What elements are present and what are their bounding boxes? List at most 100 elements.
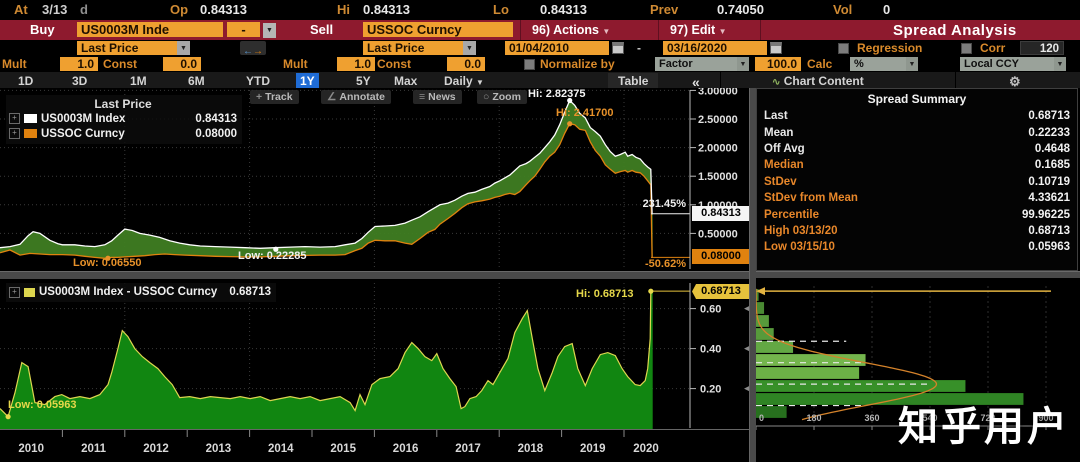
series-value: 0.68713 xyxy=(229,286,271,298)
panel-splitter[interactable] xyxy=(749,88,756,462)
actions-menu[interactable]: 96) Actions ▼ xyxy=(532,23,611,37)
buy-price-type-field[interactable]: Last Price xyxy=(77,41,177,55)
chart-tool-annotate[interactable]: ∠ Annotate xyxy=(321,90,391,104)
calc-unit-dropdown[interactable]: ▼ xyxy=(906,57,918,71)
x-axis-year-label: 2018 xyxy=(518,443,544,455)
y-axis-label: 0.40 xyxy=(700,344,721,356)
chart-tool-label: Annotate xyxy=(339,91,385,103)
axis-arrow-icon xyxy=(744,345,750,352)
sell-price-type-dropdown[interactable]: ▼ xyxy=(463,41,476,55)
zoom-icon: ○ xyxy=(483,91,490,103)
legend-title: Last Price xyxy=(94,97,152,111)
chart-tool-news[interactable]: ≡ News xyxy=(413,90,462,104)
tab-ytd[interactable]: YTD xyxy=(246,74,270,88)
const-label-1: Const xyxy=(103,57,137,71)
const-field-1[interactable]: 0.0 xyxy=(163,57,201,71)
date-from-field[interactable]: 01/04/2010 xyxy=(505,41,609,55)
last-value-box-us0003m: 0.84313 xyxy=(692,206,750,221)
histogram-bar xyxy=(756,328,774,340)
factor-controls-row: Mult 1.0 Const 0.0 Mult 1.0 Const 0.0 No… xyxy=(0,56,1080,72)
tab-max[interactable]: Max xyxy=(394,74,418,88)
summary-value: 0.4648 xyxy=(1034,142,1070,155)
annotate-icon: ∠ xyxy=(327,91,337,103)
gear-icon[interactable]: ⚙ xyxy=(1009,74,1021,89)
y-axis-label: 0.20 xyxy=(700,384,721,396)
chart-tool-zoom[interactable]: ○ Zoom xyxy=(477,90,527,104)
calendar-icon[interactable] xyxy=(612,42,624,54)
low-annotation-spread: Low: 0.05963 xyxy=(8,399,77,411)
corr-checkbox[interactable] xyxy=(961,43,972,54)
tab-1m[interactable]: 1M xyxy=(130,74,147,88)
normalize-factor-dropdown[interactable]: ▼ xyxy=(737,57,749,71)
summary-label: Median xyxy=(764,159,804,172)
series-value: 0.08000 xyxy=(195,127,237,140)
regression-checkbox[interactable] xyxy=(838,43,849,54)
buy-price-type-dropdown[interactable]: ▼ xyxy=(177,41,190,55)
chart-splitter[interactable] xyxy=(0,271,1080,279)
spread-operator-field[interactable]: - xyxy=(227,22,260,37)
period-select[interactable]: Daily ▼ xyxy=(444,74,484,88)
histogram-bar xyxy=(756,367,860,379)
chart-tool-track[interactable]: + Track xyxy=(250,90,299,104)
quote-field-value-hi: 0.84313 xyxy=(363,2,410,17)
calendar-icon[interactable] xyxy=(770,42,782,54)
y-axis-label: 0.50000 xyxy=(698,228,738,240)
chevron-down-icon: ▼ xyxy=(718,27,727,36)
series-value: 0.84313 xyxy=(195,112,237,125)
x-axis-year-label: 2015 xyxy=(330,443,356,455)
summary-label: StDev xyxy=(764,175,797,188)
y-axis-label: 3.00000 xyxy=(698,88,738,97)
distribution-histogram[interactable]: 0 180 360 540 720 900 xyxy=(756,278,1080,462)
currency-select[interactable]: Local CCY xyxy=(960,57,1054,71)
histogram-axis-label: 900 xyxy=(1038,413,1053,423)
x-axis-year-label: 2010 xyxy=(18,443,44,455)
table-button[interactable]: Table xyxy=(608,73,659,89)
y-axis-label: 2.50000 xyxy=(698,114,738,126)
const-field-2[interactable]: 0.0 xyxy=(447,57,485,71)
low-annotation-us0003m: Low: 0.22285 xyxy=(238,250,307,262)
edit-menu[interactable]: 97) Edit ▼ xyxy=(670,23,727,37)
x-axis-year-label: 2011 xyxy=(81,443,107,455)
corr-window-field[interactable]: 120 xyxy=(1020,41,1064,55)
buy-ticker-field[interactable]: US0003M Inde xyxy=(77,22,223,37)
tab-1y[interactable]: 1Y xyxy=(296,73,319,89)
expand-icon[interactable]: + xyxy=(9,286,20,298)
series-name: US0003M Index xyxy=(41,112,126,125)
calc-unit-select[interactable]: % xyxy=(850,57,906,71)
timeframe-bar: 1D 3D 1M 6M YTD 1Y 5Y Max Daily ▼ Table « ∿ Cha… xyxy=(0,72,1080,90)
spread-summary-panel: Spread Summary Last 0.68713 Mean 0.22233 Off… xyxy=(756,88,1078,271)
summary-value: 0.05963 xyxy=(1028,241,1070,254)
axis-arrow-icon xyxy=(744,385,750,392)
normalize-checkbox[interactable] xyxy=(524,59,535,70)
swap-legs-button[interactable]: ←→ xyxy=(240,41,266,57)
normalize-factor-select[interactable]: Factor xyxy=(655,57,737,71)
expand-icon[interactable]: + xyxy=(9,128,20,139)
date-separator: - xyxy=(637,41,641,55)
tab-6m[interactable]: 6M xyxy=(188,74,205,88)
extreme-dot xyxy=(5,414,11,420)
sell-ticker-field[interactable]: USSOC Curncy xyxy=(363,22,513,37)
factor-amount-field[interactable]: 100.0 xyxy=(755,57,801,71)
chart-content-button[interactable]: ∿ Chart Content xyxy=(772,74,864,88)
collapse-panel-button[interactable]: « xyxy=(692,74,700,90)
tab-1d[interactable]: 1D xyxy=(18,74,34,88)
hi-annotation-spread: Hi: 0.68713 xyxy=(576,288,634,300)
last-value-box-spread: 0.68713 xyxy=(692,284,750,299)
mult-field-2[interactable]: 1.0 xyxy=(337,57,375,71)
summary-row: Median 0.1685 xyxy=(757,157,1077,173)
mult-field-1[interactable]: 1.0 xyxy=(60,57,98,71)
quote-field-label-op: Op xyxy=(170,2,189,17)
quote-field-label-prev: Prev xyxy=(650,2,679,17)
sell-price-type-field[interactable]: Last Price xyxy=(363,41,463,55)
histogram-bar xyxy=(756,406,787,418)
date-to-field[interactable]: 03/16/2020 xyxy=(663,41,767,55)
summary-row: Mean 0.22233 xyxy=(757,124,1077,140)
currency-dropdown[interactable]: ▼ xyxy=(1054,57,1066,71)
x-axis-year-label: 2017 xyxy=(455,443,481,455)
spread-operator-dropdown[interactable]: ▼ xyxy=(263,23,276,38)
price-controls-row: Last Price ▼ ←→ Last Price ▼ 01/04/2010 … xyxy=(0,40,1080,57)
tab-5y[interactable]: 5Y xyxy=(356,74,371,88)
histogram-bar xyxy=(756,315,769,327)
tab-3d[interactable]: 3D xyxy=(72,74,88,88)
expand-icon[interactable]: + xyxy=(9,113,20,124)
